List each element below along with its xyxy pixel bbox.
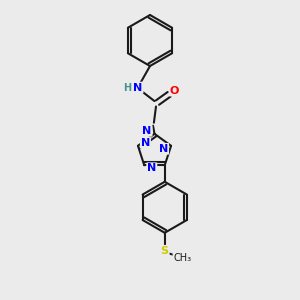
Text: CH₃: CH₃ xyxy=(173,253,191,263)
Text: N: N xyxy=(142,126,152,136)
Text: N: N xyxy=(141,138,150,148)
Text: S: S xyxy=(161,246,169,256)
Text: N: N xyxy=(147,163,156,173)
Text: H: H xyxy=(123,82,132,93)
Text: N: N xyxy=(134,82,142,93)
Text: O: O xyxy=(170,85,179,96)
Text: N: N xyxy=(159,144,168,154)
